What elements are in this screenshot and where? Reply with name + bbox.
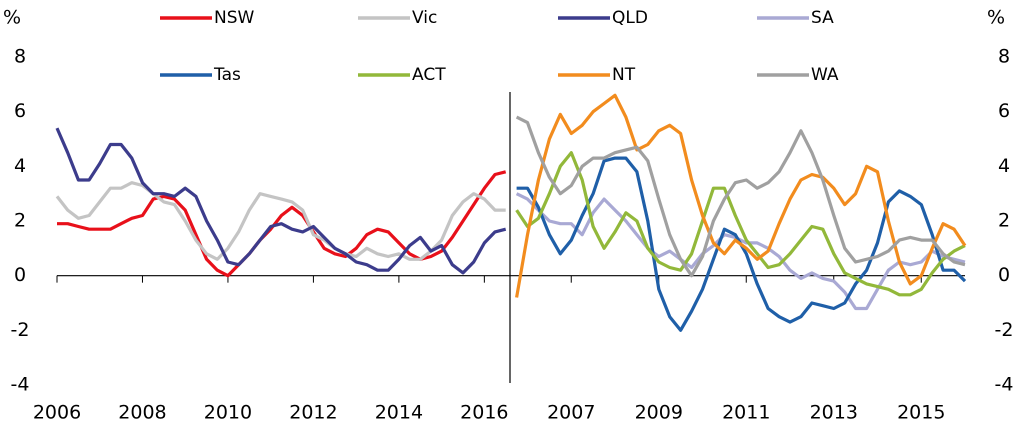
legend-label: Tas [213,65,241,85]
y-tick-label: -4 [995,374,1014,396]
legend-label: ACT [412,65,446,85]
y-axis-label: % [3,7,21,29]
y-axis-label: % [987,7,1005,29]
y-tick-label: 4 [998,155,1010,177]
y-tick-label: 4 [14,155,26,177]
series-line [515,93,967,298]
x-tick-label: 2013 [810,402,858,424]
y-tick-label: -2 [995,319,1014,341]
legend-label: NSW [214,8,255,28]
x-tick-label: 2011 [722,402,770,424]
x-tick-label: 2012 [289,402,337,424]
x-tick-label: 2016 [460,402,508,424]
x-tick-label: 2014 [375,402,423,424]
legend-label: WA [811,65,839,85]
y-tick-label: 6 [998,100,1010,122]
y-tick-label: 0 [998,264,1010,286]
series-line [515,115,966,278]
y-tick-label: -4 [11,374,30,396]
y-tick-label: 8 [14,46,26,68]
series-line [57,170,507,278]
x-tick-label: 2006 [33,402,81,424]
series-line [515,151,966,297]
legend-label: SA [811,8,834,28]
y-tick-label: 2 [998,210,1010,232]
x-tick-label: 2008 [118,402,166,424]
legend-label: QLD [612,8,648,28]
y-tick-label: 2 [14,210,26,232]
y-tick-label: 6 [14,100,26,122]
y-tick-label: 0 [14,264,26,286]
x-tick-label: 2010 [204,402,252,424]
series-line [55,127,507,275]
y-tick-label: -2 [11,319,30,341]
x-tick-label: 2007 [547,402,595,424]
x-tick-label: 2009 [635,402,683,424]
y-tick-label: 8 [998,46,1010,68]
x-tick-label: 2015 [897,402,945,424]
legend-label: Vic [412,8,437,28]
legend-label: NT [612,65,636,85]
